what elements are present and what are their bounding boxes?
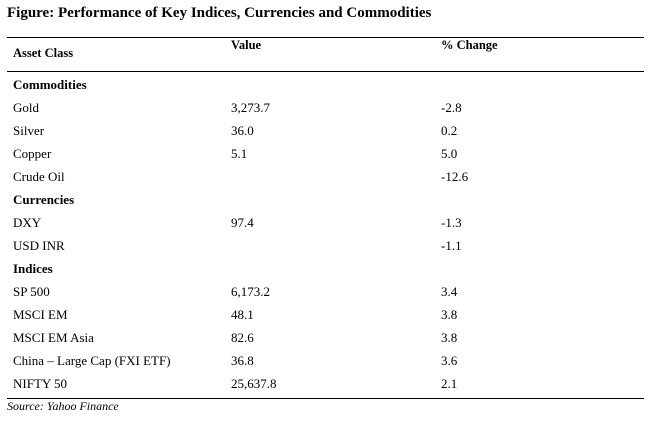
asset-value: 36.0 [231,123,254,138]
asset-change: 0.2 [441,123,458,138]
asset-value: 3,273.7 [231,100,270,115]
table-bottom-rule [7,398,644,399]
asset-value: 25,637.8 [231,376,277,391]
table-header-rule [7,71,644,72]
asset-change: 3.6 [441,353,458,368]
asset-change: 3.4 [441,284,458,299]
asset-change: -2.8 [441,100,462,115]
asset-change: -12.6 [441,169,469,184]
asset-value: 5.1 [231,146,248,161]
asset-name: USD INR [13,238,65,253]
asset-name: MSCI EM Asia [13,330,94,345]
section-indices: Indices [13,261,53,276]
asset-name: Silver [13,123,45,138]
asset-name: MSCI EM [13,307,68,322]
asset-change: -1.1 [441,238,462,253]
asset-name: China – Large Cap (FXI ETF) [13,353,171,368]
asset-value: 82.6 [231,330,254,345]
section-currencies: Currencies [13,192,75,207]
header-value: Value [231,38,262,52]
asset-value: 36.8 [231,353,254,368]
asset-value: 48.1 [231,307,254,322]
header-asset-class: Asset Class [13,46,74,60]
header-change: % Change [441,38,498,52]
asset-change: -1.3 [441,215,462,230]
asset-name: Crude Oil [13,169,65,184]
figure-title: Figure: Performance of Key Indices, Curr… [7,5,432,21]
asset-change: 2.1 [441,376,458,391]
table-top-rule [7,37,644,38]
asset-change: 3.8 [441,330,458,345]
section-commodities: Commodities [13,77,87,92]
asset-value: 97.4 [231,215,254,230]
asset-change: 3.8 [441,307,458,322]
asset-name: Gold [13,100,39,115]
asset-name: DXY [13,215,42,230]
asset-change: 5.0 [441,146,458,161]
asset-value: 6,173.2 [231,284,270,299]
asset-name: Copper [13,146,52,161]
source-note: Source: Yahoo Finance [7,399,119,413]
asset-name: SP 500 [13,284,50,299]
asset-name: NIFTY 50 [13,376,68,391]
